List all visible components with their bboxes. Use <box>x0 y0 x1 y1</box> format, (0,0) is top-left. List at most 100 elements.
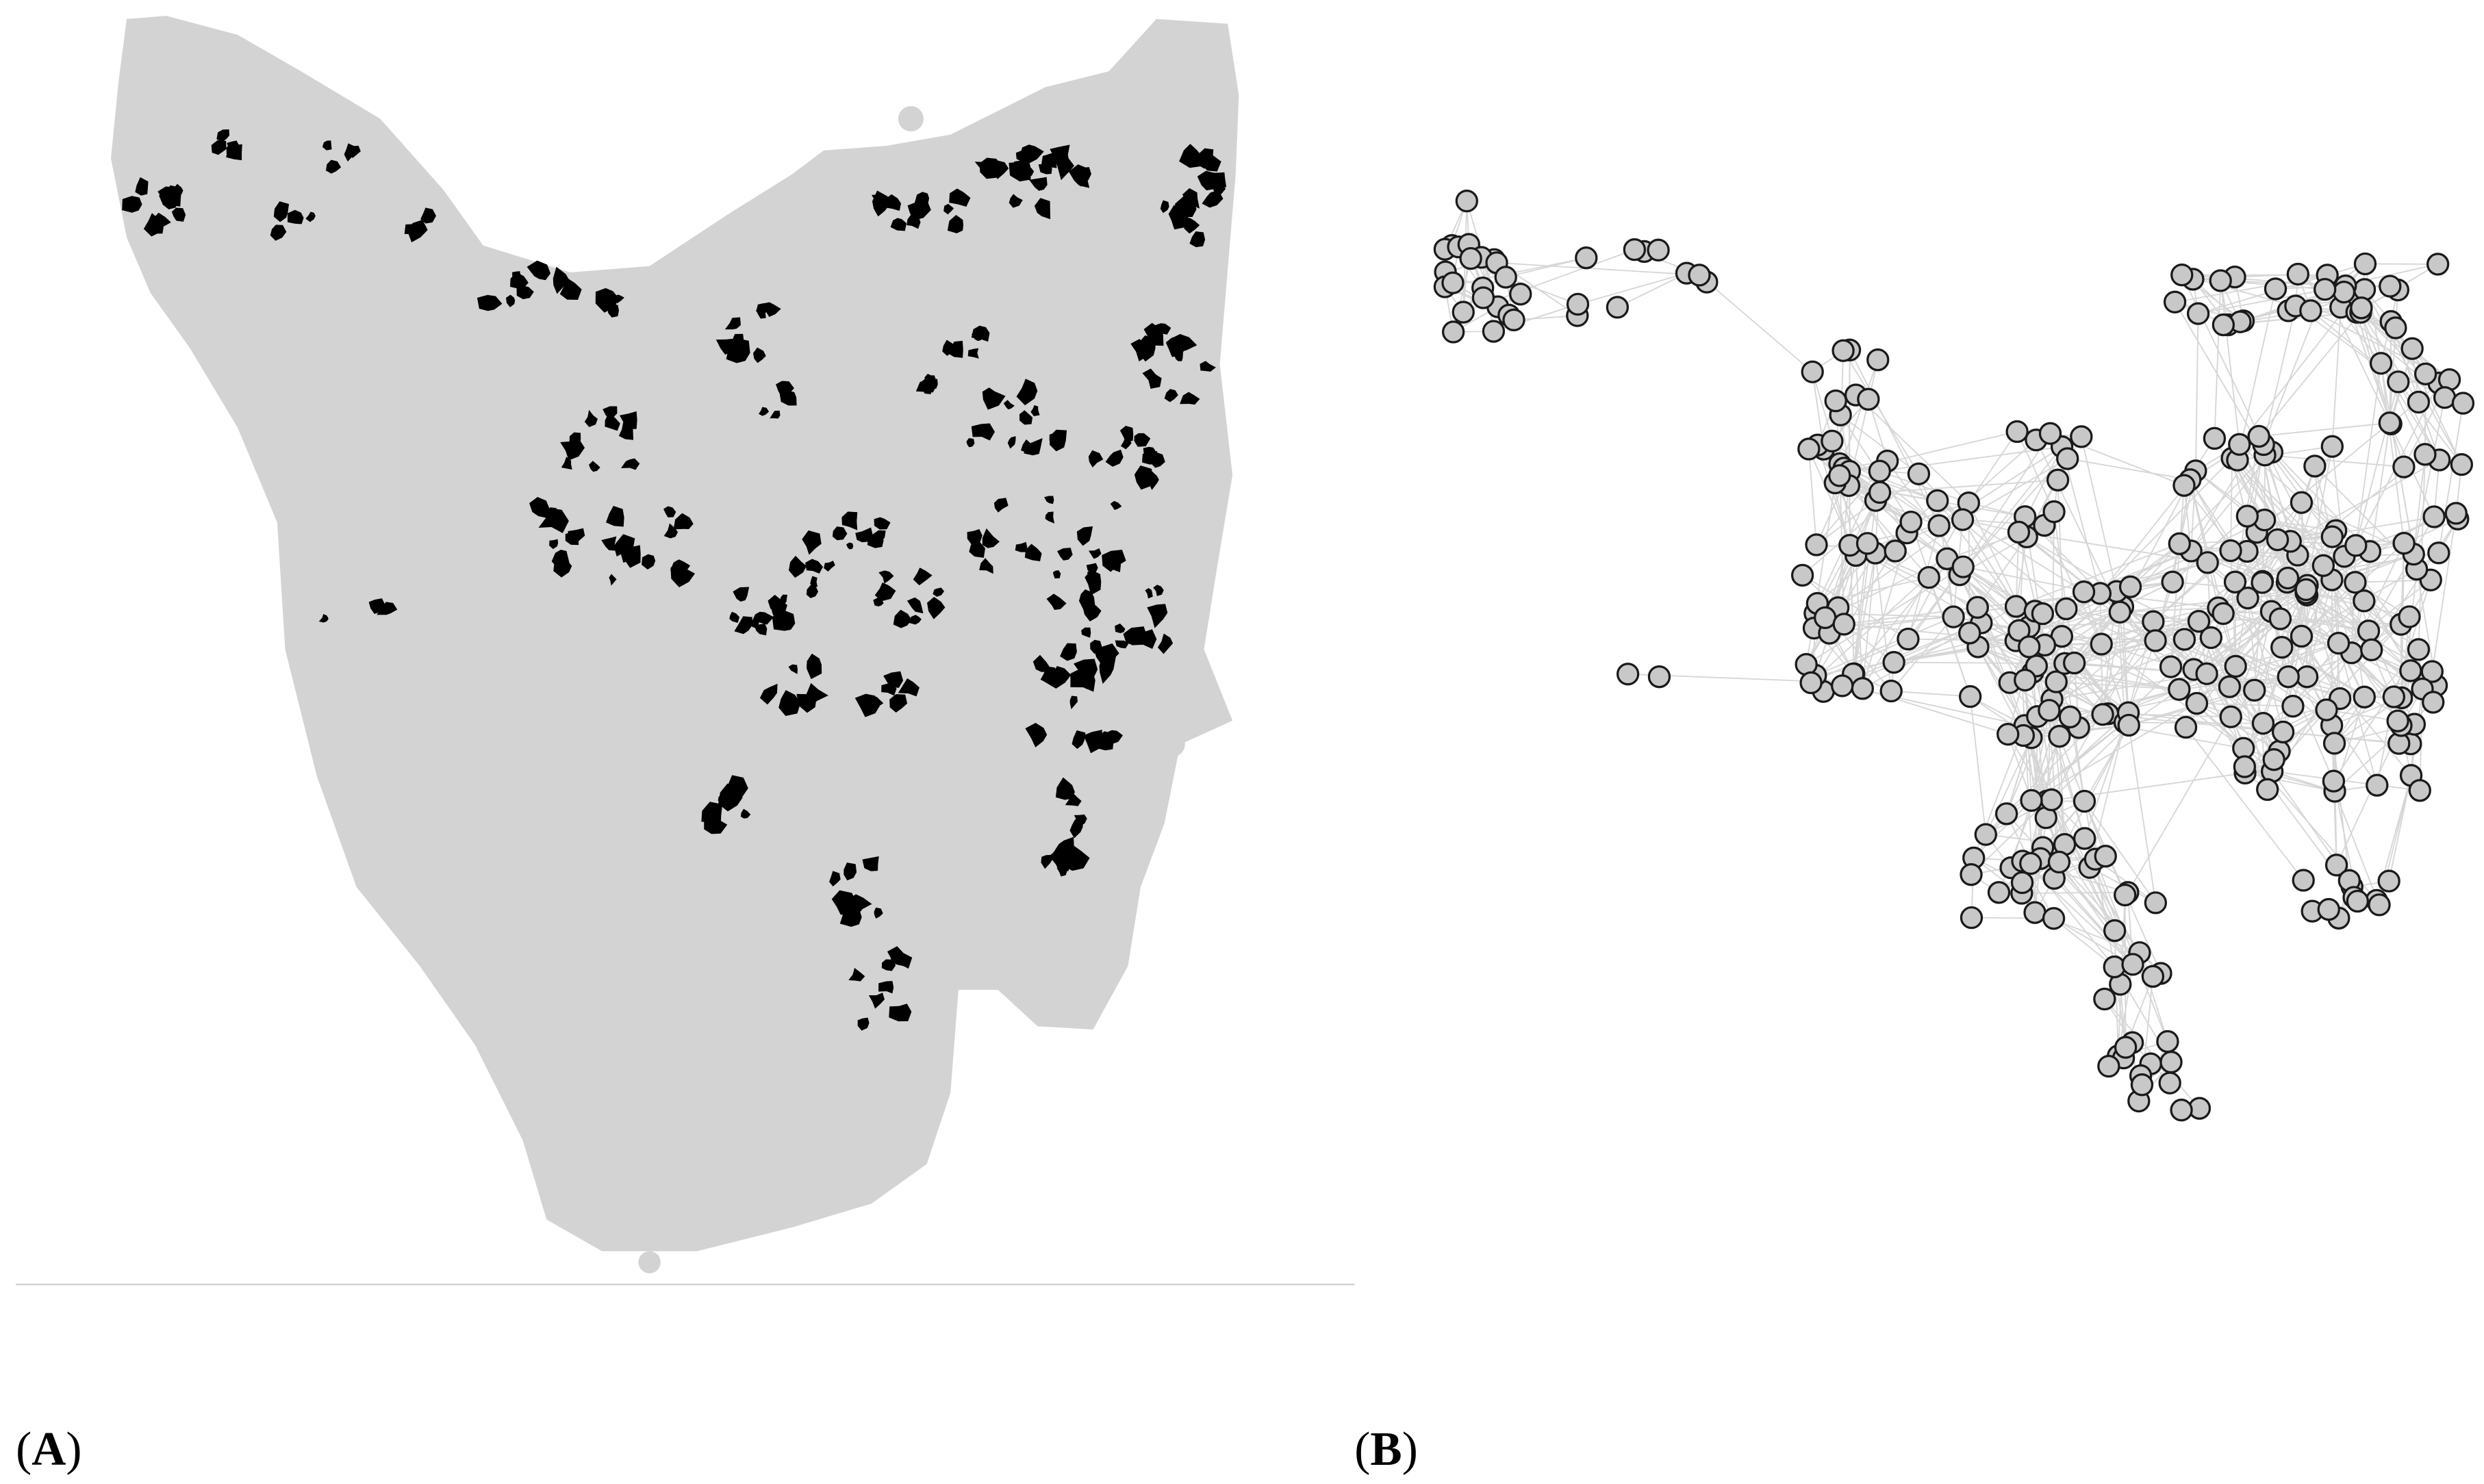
forest-patch <box>949 188 971 207</box>
node <box>2407 638 2431 661</box>
node <box>2114 1036 2138 1059</box>
node <box>1997 723 2020 746</box>
forest-patch <box>1076 526 1093 546</box>
forest-patch <box>122 196 142 213</box>
forest-patch <box>1088 450 1104 468</box>
node <box>2235 504 2259 528</box>
forest-patch <box>171 183 183 196</box>
edge <box>2370 518 2459 650</box>
forest-patch <box>848 967 865 982</box>
node <box>2247 424 2270 448</box>
node <box>2408 779 2431 802</box>
label-letter: A <box>31 1423 66 1476</box>
edge <box>2051 799 2090 868</box>
forest-patch <box>1160 200 1169 214</box>
edge <box>2247 598 2284 732</box>
forest-patch <box>1025 723 1048 747</box>
forest-patch <box>477 294 503 311</box>
node <box>1616 663 1640 686</box>
node <box>1795 652 1818 676</box>
node <box>2264 277 2287 300</box>
node <box>2093 987 2116 1011</box>
forest-patch <box>607 305 619 318</box>
forest-patch <box>982 387 1006 410</box>
edge <box>2237 446 2333 461</box>
forest-patch <box>718 783 743 812</box>
forest-patch <box>1003 400 1015 410</box>
forest-patch <box>1052 570 1061 578</box>
node <box>1866 348 1890 372</box>
forest-patch <box>881 959 896 971</box>
forest-patch <box>1119 425 1134 443</box>
node <box>2384 316 2407 340</box>
edge <box>2305 592 2372 651</box>
node <box>2117 713 2140 737</box>
forest-patch <box>621 458 640 470</box>
forest-patch <box>1045 511 1055 524</box>
forest-patch <box>889 1003 912 1022</box>
forest-patch <box>942 340 959 356</box>
forest-patch <box>609 574 617 586</box>
forest-patch <box>287 209 304 225</box>
forest-patch <box>1009 194 1023 208</box>
forest-patch <box>1153 585 1164 596</box>
forest-patch <box>772 609 796 631</box>
forest-patch <box>829 871 841 887</box>
forest-patch <box>549 539 559 550</box>
forest-patch <box>1175 196 1197 217</box>
forest-patch <box>1074 658 1098 680</box>
node <box>2070 425 2093 448</box>
node <box>2311 554 2335 577</box>
forest-patch <box>1069 695 1078 710</box>
node <box>2090 632 2113 656</box>
edge <box>2030 862 2129 893</box>
node <box>1960 906 1984 930</box>
edge <box>1840 414 1919 475</box>
node <box>2399 659 2422 682</box>
node <box>1821 429 1844 453</box>
node <box>1623 238 1647 261</box>
forest-patch <box>325 159 342 174</box>
edge <box>2235 598 2248 667</box>
forest-patch <box>663 523 679 539</box>
forest-patch <box>948 340 963 358</box>
forest-patch <box>752 611 774 625</box>
forest-patch <box>863 697 884 713</box>
edge <box>2080 436 2118 592</box>
edge <box>1849 470 1938 502</box>
edge <box>1910 522 1971 697</box>
edge <box>1506 257 1586 278</box>
edge <box>2078 621 2154 728</box>
forest-patch <box>1099 654 1116 685</box>
forest-patch <box>663 506 676 517</box>
island-outline <box>110 16 1239 1251</box>
node <box>1828 464 1851 487</box>
forest-patch <box>967 348 979 359</box>
label-paren: ( <box>1354 1423 1370 1476</box>
edge <box>1855 394 1969 504</box>
forest-patch <box>1007 436 1016 449</box>
forest-patch <box>1055 777 1075 800</box>
node <box>2398 605 2421 628</box>
forest-patch <box>670 559 696 587</box>
forest-patch <box>1052 836 1076 860</box>
node <box>2262 748 2285 771</box>
edge <box>2120 607 2219 613</box>
node <box>2004 595 2028 618</box>
node <box>2315 698 2338 721</box>
edge <box>2272 771 2420 791</box>
node <box>2322 732 2346 755</box>
edge <box>2051 673 2207 700</box>
node <box>2196 551 2219 574</box>
node <box>2256 778 2279 802</box>
node <box>2186 302 2210 325</box>
node <box>2243 678 2266 702</box>
edge <box>1891 690 1970 698</box>
node <box>2276 566 2300 590</box>
node <box>2317 897 2340 921</box>
node <box>2386 709 2409 732</box>
forest-patch <box>907 597 924 614</box>
edge <box>1969 696 1987 835</box>
